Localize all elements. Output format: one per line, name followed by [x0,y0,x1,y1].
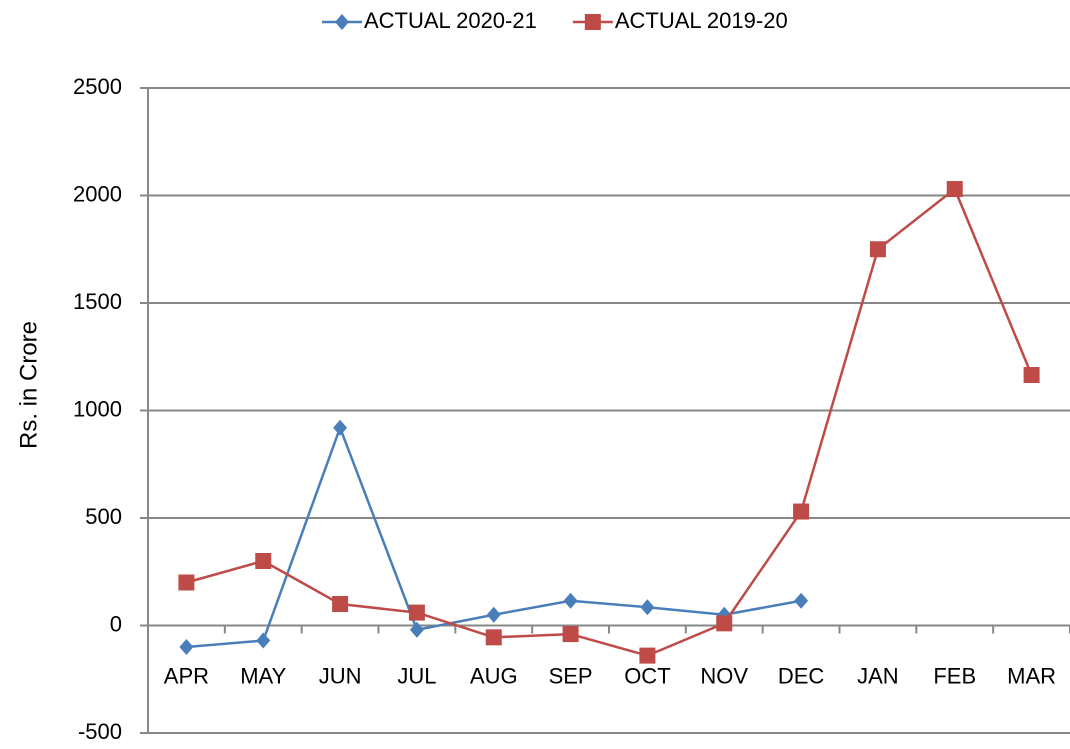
marker [1023,367,1040,384]
marker [640,599,655,616]
y-tick-label: 1500 [73,289,122,314]
x-tick-label: JUN [319,663,362,688]
marker [563,592,578,609]
legend-label: ACTUAL 2019-20 [615,8,788,33]
x-tick-label: MAR [1007,663,1056,688]
y-tick-label: 0 [110,611,122,636]
marker [333,419,348,436]
marker [485,629,502,646]
legend-label: ACTUAL 2020-21 [364,8,537,33]
y-tick-label: 500 [85,504,122,529]
marker [794,592,809,609]
y-tick-label: 2500 [73,74,122,99]
marker [639,647,656,664]
marker [332,596,349,612]
x-tick-label: NOV [700,663,748,688]
marker [946,181,963,198]
y-tick-label: 1000 [73,396,122,421]
x-tick-label: AUG [470,663,518,688]
y-tick-label: -500 [78,719,122,744]
marker [409,621,424,638]
marker [716,615,733,632]
x-tick-label: OCT [624,663,670,688]
y-tick-label: 2000 [73,181,122,206]
x-tick-label: JUL [397,663,436,688]
x-tick-label: FEB [933,663,976,688]
x-tick-label: APR [164,663,209,688]
x-tick-label: JAN [857,663,899,688]
y-axis-title: Rs. in Crore [15,321,42,449]
marker [562,626,579,643]
marker [584,14,601,30]
x-tick-label: DEC [778,663,825,688]
marker [869,241,886,258]
marker [255,553,272,569]
series-line [186,187,1033,657]
marker [486,606,501,623]
x-tick-label: SEP [549,663,593,688]
x-tick-label: MAY [240,663,286,688]
marker [256,632,271,649]
marker [793,503,810,520]
marker [179,639,194,655]
marker [178,574,195,591]
legend: ACTUAL 2020-21 ACTUAL 2019-20 [322,8,788,33]
marker [408,604,425,621]
marker [335,14,349,30]
